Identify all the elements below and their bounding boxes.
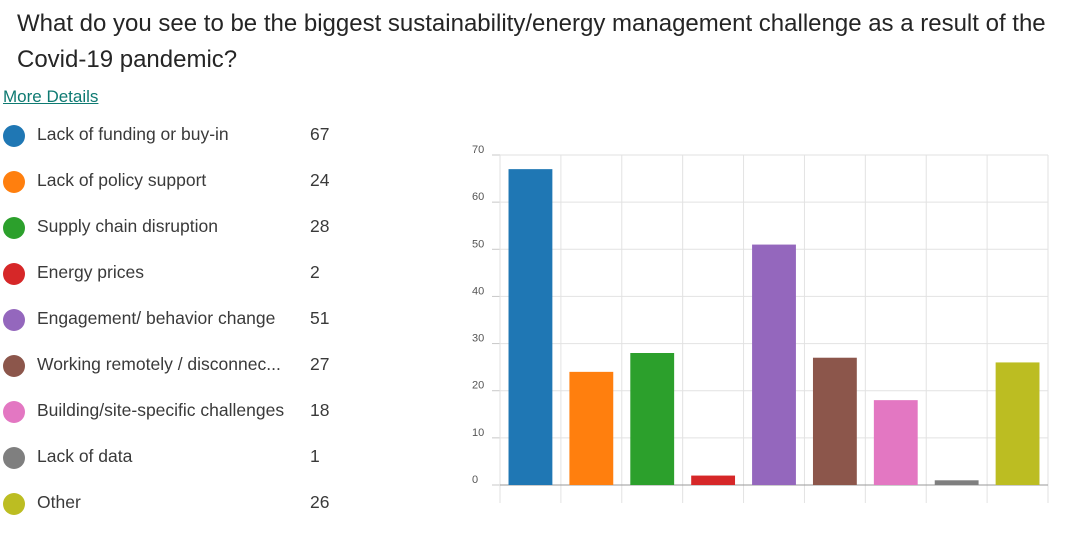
bar: [691, 475, 736, 485]
legend-value: 26: [310, 492, 330, 512]
legend-item[interactable]: Lack of policy support 24: [3, 165, 343, 211]
more-details-link[interactable]: More Details: [3, 87, 99, 106]
legend-item[interactable]: Lack of data 1: [3, 441, 343, 487]
legend-value: 2: [310, 262, 320, 282]
legend-label: Working remotely / disconnec...: [37, 354, 281, 374]
legend-item[interactable]: Working remotely / disconnec... 27: [3, 349, 343, 395]
legend-item[interactable]: Engagement/ behavior change 51: [3, 303, 343, 349]
y-tick-label: 30: [472, 333, 484, 345]
legend-color-dot: [3, 493, 25, 515]
bar: [995, 362, 1040, 485]
legend-item[interactable]: Lack of funding or buy-in 67: [3, 119, 343, 165]
bar: [812, 357, 857, 485]
question-title: What do you see to be the biggest sustai…: [17, 10, 1046, 73]
legend-value: 28: [310, 216, 330, 236]
legend-value: 1: [310, 446, 320, 466]
legend-color-dot: [3, 263, 25, 285]
legend-label: Lack of policy support: [37, 170, 207, 190]
y-tick-label: 40: [472, 285, 484, 297]
bar: [873, 400, 918, 485]
y-tick-label: 70: [472, 144, 484, 156]
legend-label: Other: [37, 492, 81, 512]
legend-value: 18: [310, 400, 330, 420]
legend-item[interactable]: Supply chain disruption 28: [3, 211, 343, 257]
legend-label: Supply chain disruption: [37, 216, 218, 236]
bar: [934, 480, 979, 485]
y-tick-label: 20: [472, 380, 484, 392]
bar: [569, 371, 614, 485]
legend-color-dot: [3, 125, 25, 147]
legend-value: 67: [310, 124, 330, 144]
bar: [630, 353, 675, 485]
legend-color-dot: [3, 217, 25, 239]
legend-value: 24: [310, 170, 330, 190]
y-tick-label: 60: [472, 191, 484, 203]
legend-label: Building/site-specific challenges: [37, 400, 285, 420]
legend-label: Lack of funding or buy-in: [37, 124, 229, 144]
legend-item[interactable]: Other 26: [3, 487, 343, 533]
chart-legend: Lack of funding or buy-in 67 Lack of pol…: [3, 119, 343, 533]
legend-item[interactable]: Building/site-specific challenges 18: [3, 395, 343, 441]
legend-value: 27: [310, 354, 330, 374]
legend-label: Lack of data: [37, 446, 133, 466]
legend-color-dot: [3, 355, 25, 377]
bar: [752, 244, 796, 485]
legend-color-dot: [3, 401, 25, 423]
legend-item[interactable]: Energy prices 2: [3, 257, 343, 303]
bar-chart: 0 10 20 30 40 50 60 70: [472, 144, 1049, 503]
legend-color-dot: [3, 447, 25, 469]
y-tick-label: 10: [472, 427, 484, 439]
legend-color-dot: [3, 171, 25, 193]
bar: [508, 169, 553, 485]
legend-value: 51: [310, 308, 330, 328]
y-tick-label: 0: [472, 474, 478, 486]
legend-label: Engagement/ behavior change: [37, 308, 276, 328]
legend-label: Energy prices: [37, 262, 144, 282]
y-tick-label: 50: [472, 238, 484, 250]
legend-color-dot: [3, 309, 25, 331]
